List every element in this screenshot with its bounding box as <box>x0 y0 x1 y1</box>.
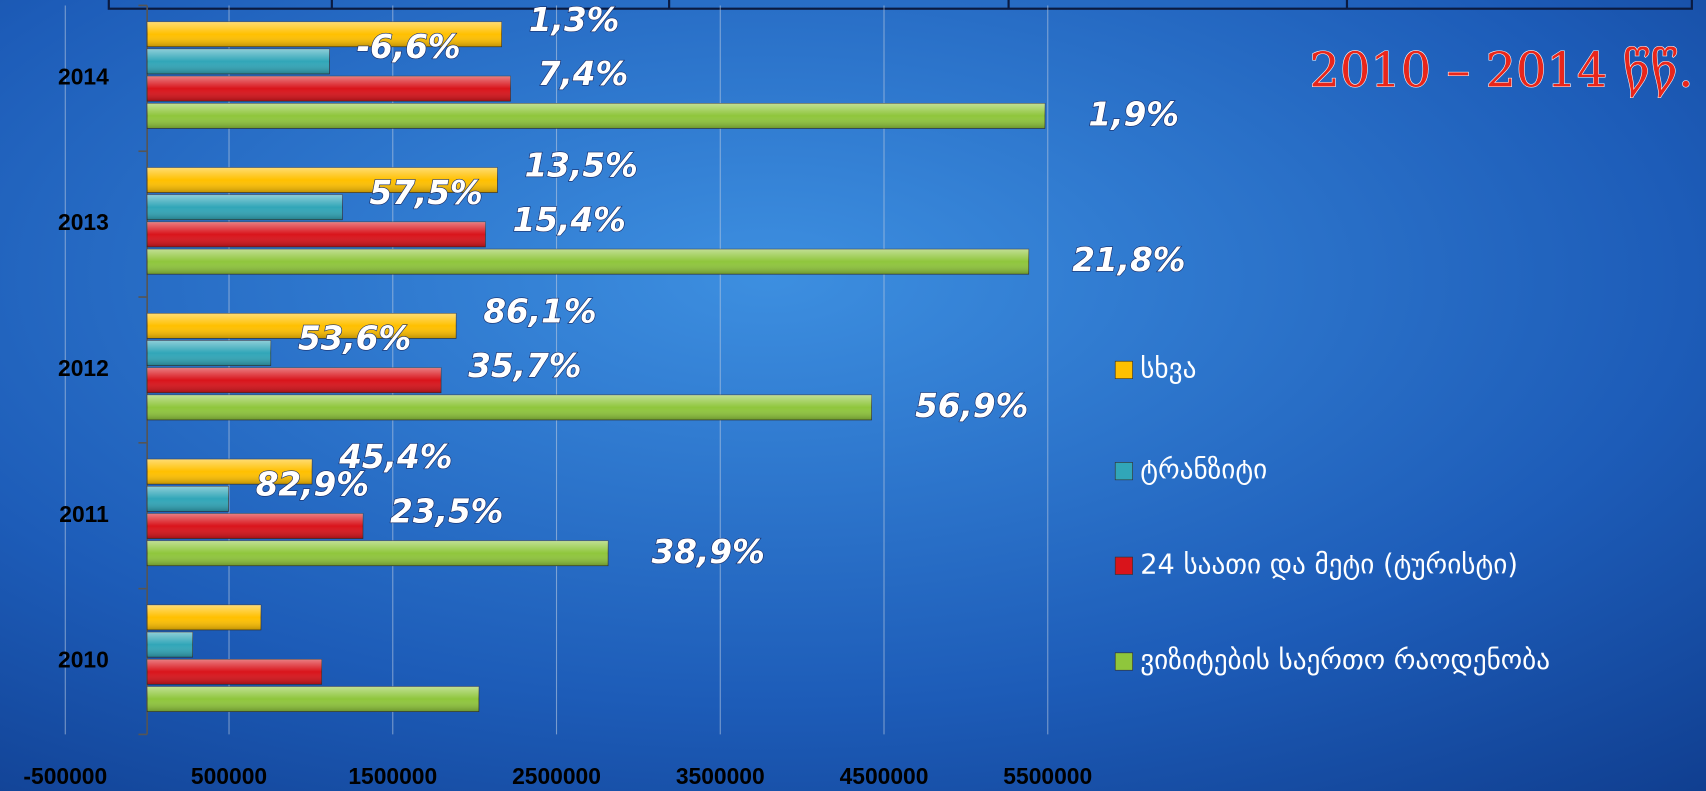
bar-shine <box>147 486 229 512</box>
legend-swatch <box>1114 556 1133 575</box>
bar-shine <box>147 76 511 102</box>
growth-label: -6,6% <box>357 28 461 66</box>
growth-label: 15,4% <box>513 201 626 239</box>
x-tick-label: 2500000 <box>512 763 601 789</box>
x-tick-label: 1500000 <box>348 763 437 789</box>
growth-label: 1,9% <box>1088 95 1178 133</box>
legend-label: ტრანზიტი <box>1140 455 1267 486</box>
growth-label: 57,5% <box>370 174 483 212</box>
bar-shine <box>147 540 609 566</box>
x-tick-label: 500000 <box>191 763 267 789</box>
growth-label: 35,7% <box>468 347 581 385</box>
growth-label: 38,9% <box>652 533 765 571</box>
growth-label: 1,3% <box>529 1 619 39</box>
bar-shine <box>147 221 486 247</box>
top-table-strip <box>107 0 1693 10</box>
y-tick-label: 2010 <box>58 647 109 673</box>
bar-shine <box>147 513 363 539</box>
bar-shine <box>147 313 457 339</box>
growth-label: 86,1% <box>483 292 596 330</box>
bar-shine <box>147 659 322 685</box>
bar-shine <box>147 249 1029 275</box>
chart-title: 2010 – 2014 წწ. <box>1309 43 1693 98</box>
y-tick-label: 2013 <box>58 209 109 235</box>
growth-label: 53,6% <box>298 320 411 358</box>
bar-shine <box>147 459 313 485</box>
x-tick-label: 3500000 <box>676 763 765 789</box>
bar-shine <box>147 21 502 47</box>
legend-swatch <box>1114 652 1133 671</box>
bar-shine <box>147 48 330 74</box>
growth-label: 45,4% <box>338 438 452 476</box>
y-tick-label: 2014 <box>58 63 109 89</box>
y-tick-label: 2012 <box>58 355 109 381</box>
bar-shine <box>147 394 872 420</box>
bar-shine <box>147 167 498 193</box>
legend-label: სხვა <box>1140 353 1196 384</box>
growth-label: 13,5% <box>525 147 638 185</box>
growth-label: 7,4% <box>538 55 628 93</box>
x-tick-label: -500000 <box>23 763 107 789</box>
legend-swatch <box>1114 360 1133 379</box>
growth-label: 21,8% <box>1072 241 1185 279</box>
bar-shine <box>147 340 271 366</box>
bar-shine <box>147 632 193 658</box>
bar-shine <box>147 367 442 393</box>
legend-swatch <box>1114 462 1133 481</box>
bar-shine <box>147 103 1045 129</box>
bar-shine <box>147 194 343 220</box>
growth-label: 56,9% <box>915 387 1028 425</box>
growth-label: 82,9% <box>256 465 369 503</box>
legend-label: 24 საათი და მეტი (ტურისტი) <box>1140 549 1518 580</box>
bar-shine <box>147 686 479 712</box>
legend-label: ვიზიტების საერთო რაოდენობა <box>1140 645 1550 676</box>
growth-label: 23,5% <box>390 493 503 531</box>
bar-shine <box>147 604 261 630</box>
x-tick-label: 4500000 <box>840 763 929 789</box>
y-tick-label: 2011 <box>59 501 109 527</box>
x-tick-label: 5500000 <box>1003 763 1092 789</box>
